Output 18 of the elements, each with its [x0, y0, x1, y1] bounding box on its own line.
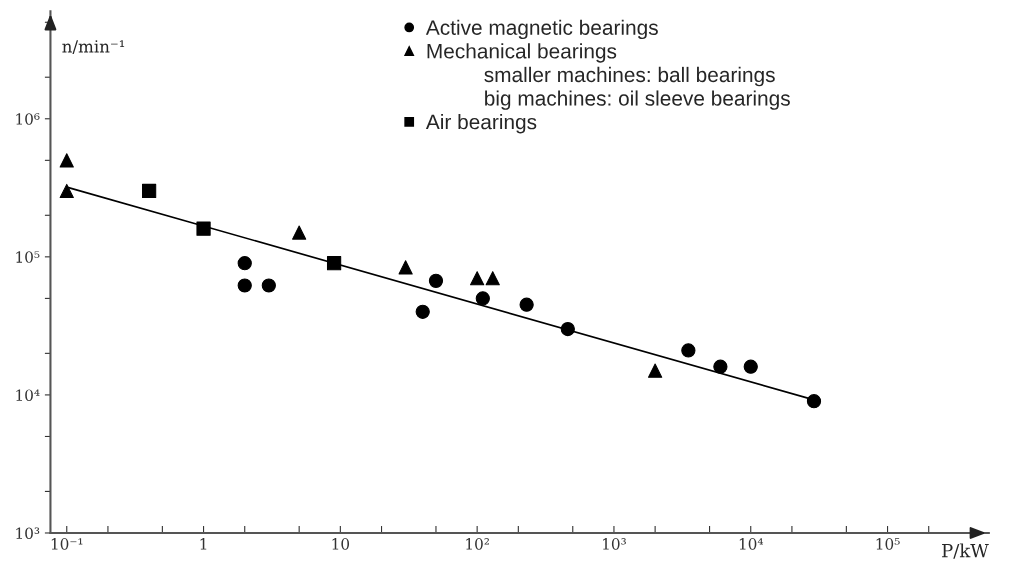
y-tick-label: 10⁴: [16, 389, 40, 401]
x-tick-label: 1: [200, 538, 207, 550]
y-axis-title: n/min⁻¹: [62, 40, 125, 54]
legend-label: Active magnetic bearings: [425, 19, 658, 40]
y-tick-label: 10⁶: [16, 113, 40, 125]
x-tick-label: 10²: [466, 538, 489, 550]
legend-label: Mechanical bearings: [427, 43, 617, 63]
x-axis-title: P/kW: [942, 543, 989, 559]
legend-label: Air bearings: [425, 114, 537, 134]
x-tick-label: 10³: [603, 538, 626, 550]
x-tick-label: 10⁻¹: [51, 538, 83, 550]
y-tick-label: 10³: [16, 527, 40, 539]
y-tick-label: 10⁵: [16, 251, 40, 263]
x-tick-label: 10: [332, 538, 350, 550]
x-tick-label: 10⁵: [876, 538, 900, 550]
annotation: big machines: oil sleeve bearings: [485, 90, 790, 110]
annotation: smaller machines: ball bearings: [484, 66, 775, 87]
x-tick-label: 10⁴: [739, 538, 764, 550]
